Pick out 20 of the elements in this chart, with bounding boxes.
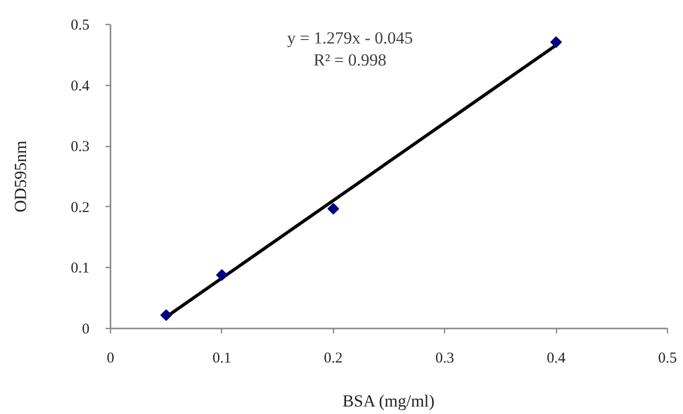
annotation: y = 1.279x - 0.045 (287, 28, 413, 48)
x-tick-label: 0 (106, 350, 114, 366)
y-tick-label: 0.1 (70, 260, 90, 277)
y-tick-label: 0.3 (70, 139, 90, 156)
y-tick-label: 0.2 (70, 200, 90, 216)
x-tick-label: 0.4 (546, 350, 566, 366)
x-tick-label: 0.1 (212, 350, 232, 366)
point (327, 202, 340, 215)
point (550, 36, 562, 48)
x-axis-title: BSA (mg/ml) (342, 392, 435, 410)
y-tick-label: 0 (82, 322, 90, 338)
x-tick-label: 0.2 (324, 350, 343, 366)
point (216, 269, 228, 281)
y-axis-title: OD595nm (10, 140, 30, 212)
point (160, 309, 172, 321)
x-tick-label: 0.3 (435, 350, 454, 366)
x-tick-label: 0.5 (658, 350, 677, 366)
y-tick-label: 0.4 (70, 78, 90, 94)
annotation: R² = 0.998 (314, 50, 386, 70)
y-tick-label: 0.5 (70, 18, 90, 34)
